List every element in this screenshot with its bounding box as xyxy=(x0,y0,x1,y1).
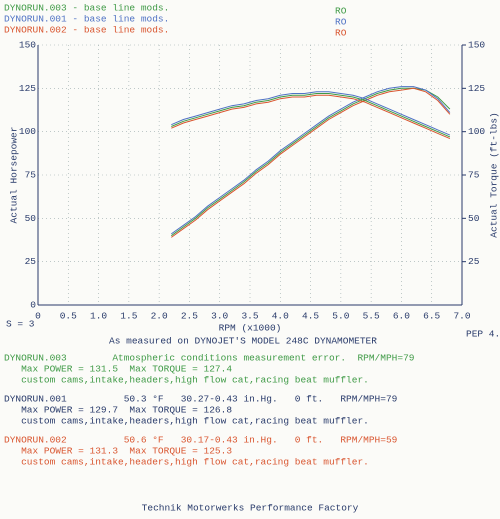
x-axis-label: RPM (x1000) xyxy=(219,323,282,334)
y-tick-label: 75 xyxy=(25,170,37,181)
y2-tick-label: 25 xyxy=(468,256,480,267)
x-tick-label: 1.0 xyxy=(90,311,107,322)
footer: Technik Motorwerks Performance Factory xyxy=(142,503,359,514)
y-axis-label: Actual Horsepower xyxy=(9,127,20,224)
y-tick-label: 125 xyxy=(19,83,36,94)
y-tick-label: 0 xyxy=(30,300,36,311)
x-tick-label: 5.0 xyxy=(332,311,349,322)
run-line xyxy=(171,94,451,140)
run-note: DYNORUN.002 50.6 °F 30.17-0.43 in.Hg. 0 … xyxy=(4,435,398,446)
x-tick-label: 4.5 xyxy=(302,311,319,322)
x-tick-label: 5.5 xyxy=(363,311,380,322)
y2-tick-label: 75 xyxy=(468,170,480,181)
run-note: DYNORUN.001 50.3 °F 30.27-0.43 in.Hg. 0 … xyxy=(4,394,398,405)
x-tick-label: 3.0 xyxy=(211,311,228,322)
x-tick-label: 0.5 xyxy=(60,311,77,322)
pep: PEP 4.95 xyxy=(466,329,500,340)
run-note: Max POWER = 129.7 Max TORQUE = 126.8 xyxy=(4,405,232,416)
y-tick-label: 25 xyxy=(25,256,37,267)
x-tick-label: 3.5 xyxy=(241,311,258,322)
run-line xyxy=(171,93,451,138)
legend-entry: DYNORUN.002 - base line mods. xyxy=(4,25,169,36)
y-tick-label: 100 xyxy=(19,126,36,137)
legend-tag: RO xyxy=(335,17,347,28)
x-tick-label: 2.5 xyxy=(181,311,198,322)
run-note: custom cams,intake,headers,high flow cat… xyxy=(4,416,369,427)
legend-entry: DYNORUN.003 - base line mods. xyxy=(4,3,169,14)
run-line xyxy=(171,87,451,237)
legend-tag: RO xyxy=(335,28,347,39)
legend-entry: DYNORUN.001 - base line mods. xyxy=(4,14,169,25)
x-tick-label: 1.5 xyxy=(120,311,137,322)
x-tick-label: 6.0 xyxy=(393,311,410,322)
y2-axis-label: Actual Torque (ft-lbs) xyxy=(489,112,500,237)
x-tick-label: 7.0 xyxy=(453,311,470,322)
run-line xyxy=(171,86,451,235)
subtitle: As measured on DYNOJET'S MODEL 248C DYNA… xyxy=(109,336,377,347)
y-tick-label: 150 xyxy=(19,40,36,51)
smoothing: S = 3 xyxy=(6,319,35,330)
y2-tick-label: 125 xyxy=(468,83,485,94)
run-line xyxy=(171,87,451,238)
run-note: Max POWER = 131.3 Max TORQUE = 125.3 xyxy=(4,446,232,457)
x-tick-label: 2.0 xyxy=(151,311,168,322)
y-tick-label: 50 xyxy=(25,213,37,224)
run-note: DYNORUN.003 Atmospheric conditions measu… xyxy=(4,353,415,364)
run-note: custom cams,intake,headers,high flow cat… xyxy=(4,457,369,468)
x-tick-label: 6.5 xyxy=(423,311,440,322)
x-tick-label: 4.0 xyxy=(272,311,289,322)
run-note: custom cams,intake,headers,high flow cat… xyxy=(4,375,369,386)
x-tick-label: 0 xyxy=(35,311,41,322)
run-note: Max POWER = 131.5 Max TORQUE = 127.4 xyxy=(4,364,232,375)
y2-tick-label: 150 xyxy=(468,40,485,51)
run-line xyxy=(171,91,451,136)
legend-tag: RO xyxy=(335,6,347,17)
y2-tick-label: 100 xyxy=(468,126,485,137)
y2-tick-label: 50 xyxy=(468,213,480,224)
